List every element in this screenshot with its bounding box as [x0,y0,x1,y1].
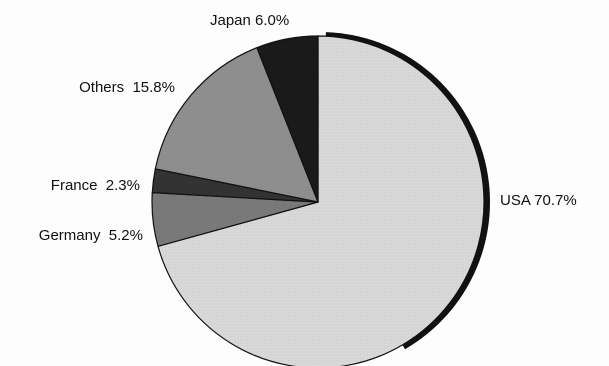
pie-label-france: France 2.3% [51,177,140,194]
pie-labels: USA 70.7% Germany 5.2% France 2.3% Others 1… [39,12,577,244]
pie-label-germany: Germany 5.2% [39,227,143,244]
pie-slice-texture-others [155,47,318,202]
pie-slices [151,32,490,366]
pie-slice-texture-japan [256,36,318,202]
pie-slice-texture-usa [158,36,484,366]
pie-label-japan: Japan 6.0% [210,12,289,29]
pie-slice-texture-germany [151,192,318,247]
pie-label-others: Others 15.8% [79,79,175,96]
pie-label-usa: USA 70.7% [500,192,577,209]
